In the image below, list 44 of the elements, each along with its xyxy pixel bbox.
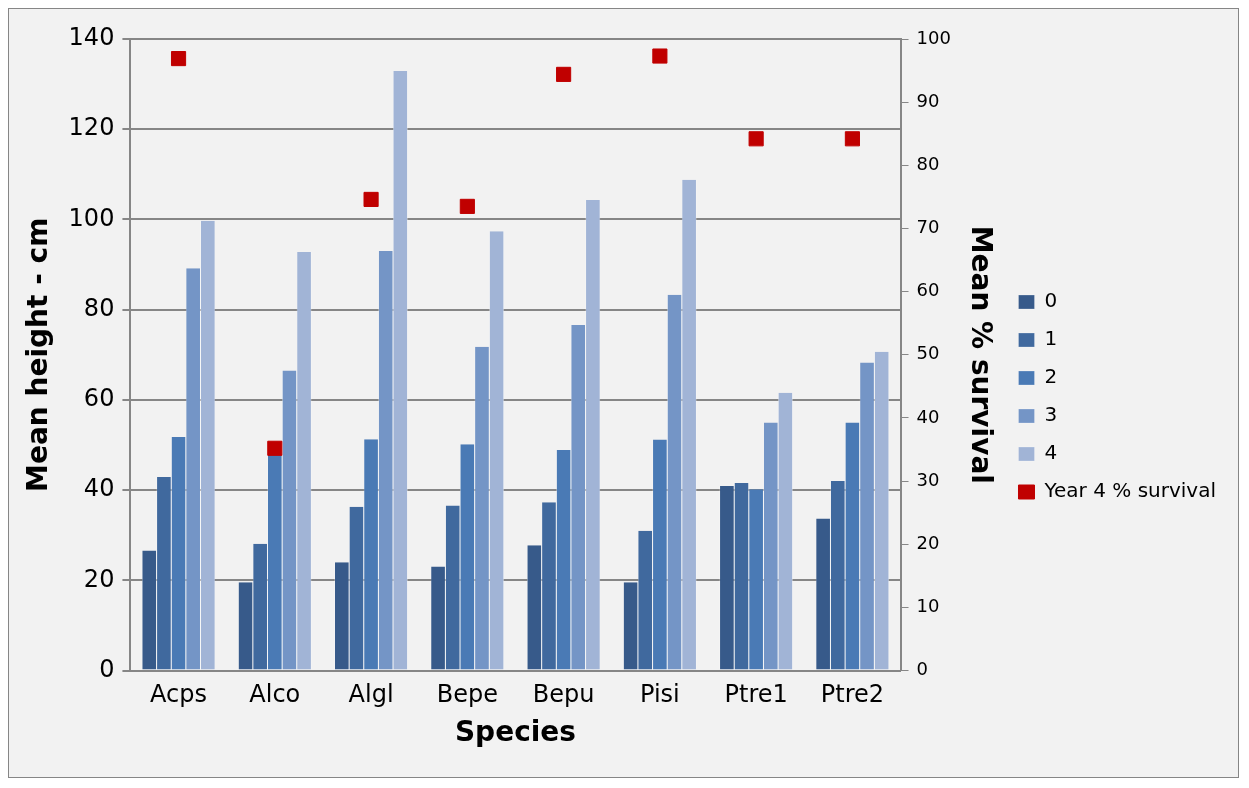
y-tick-label: 140 <box>68 23 115 52</box>
legend-label: 2 <box>1044 364 1058 389</box>
point <box>363 191 379 207</box>
y2-tick-label: 30 <box>916 468 940 490</box>
legend-label: Year 4 % survival <box>1043 478 1217 503</box>
x-tick-label: Bepu <box>532 680 595 709</box>
y2-tick-label: 90 <box>916 89 940 111</box>
y-tick-label: 20 <box>83 564 115 593</box>
x-tick-label: Alco <box>249 680 301 709</box>
legend-label: 3 <box>1044 402 1058 427</box>
y-tick-label: 40 <box>83 474 115 503</box>
point <box>556 66 572 82</box>
y2-tick-label: 70 <box>916 216 940 238</box>
x-tick-label: Algl <box>348 680 394 709</box>
y2-tick-label: 10 <box>916 595 940 617</box>
y-axis-title: Mean height - cm <box>21 217 55 492</box>
x-tick-label: Bepe <box>436 680 498 709</box>
y2-tick-label: 40 <box>916 405 940 427</box>
x-axis-title: Species <box>454 715 577 749</box>
y2-tick-label: 20 <box>916 531 940 553</box>
y-tick-label: 60 <box>83 384 115 413</box>
legend-label: 4 <box>1044 440 1058 465</box>
legend-label: 0 <box>1044 288 1058 313</box>
y2-tick-label: 100 <box>916 26 951 48</box>
y2-tick-label: 0 <box>916 658 928 680</box>
x-tick-label: Pisi <box>639 680 680 709</box>
x-tick-label: Ptre2 <box>820 680 885 709</box>
point <box>267 440 283 456</box>
y2-tick-label: 50 <box>916 342 940 364</box>
legend-label: 1 <box>1044 326 1058 351</box>
y-tick-label: 0 <box>99 654 115 683</box>
y2-tick-label: 80 <box>916 152 940 174</box>
y2-tick-label: 60 <box>916 279 940 301</box>
y2-axis-title: Mean % survival <box>965 225 999 484</box>
x-tick-label: Ptre1 <box>724 680 788 709</box>
point <box>459 198 475 214</box>
y-tick-label: 80 <box>83 293 115 322</box>
y-tick-label: 100 <box>68 203 115 232</box>
x-tick-label: Acps <box>150 680 208 709</box>
point <box>170 51 187 67</box>
point <box>844 131 860 147</box>
point <box>748 131 764 147</box>
point <box>652 48 668 64</box>
y-tick-label: 120 <box>68 113 115 142</box>
